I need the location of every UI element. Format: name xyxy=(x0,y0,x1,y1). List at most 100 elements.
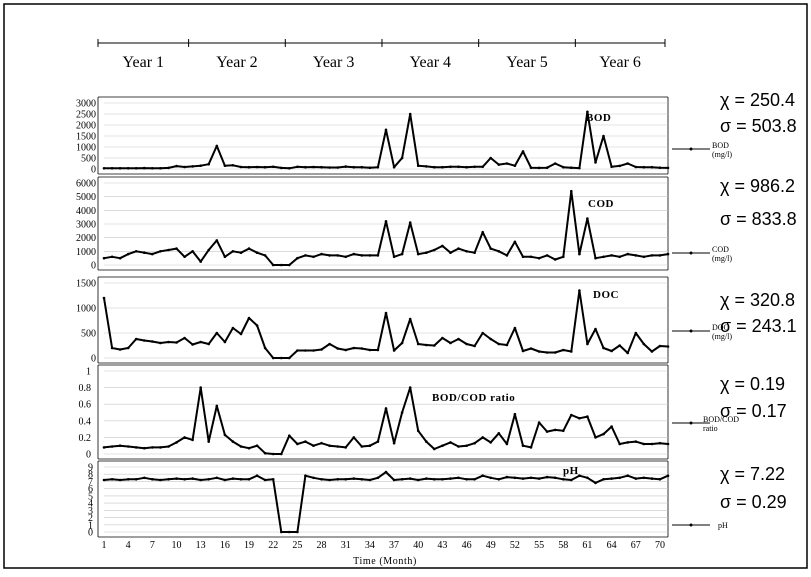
ratio-data-point xyxy=(505,442,509,446)
y-tick-label: 1000 xyxy=(76,247,96,258)
doc-data-point xyxy=(134,337,138,341)
cod-data-point xyxy=(110,255,114,259)
doc-data-point xyxy=(602,346,605,350)
y-tick-label: 0 xyxy=(88,528,93,539)
x-tick-label: 40 xyxy=(413,540,423,551)
cod-data-point xyxy=(159,250,162,253)
ratio-data-point xyxy=(521,444,525,448)
doc-data-point xyxy=(376,348,380,352)
ratio-data-point xyxy=(666,442,670,446)
cod-data-point xyxy=(416,252,420,256)
ratio-data-point xyxy=(280,452,283,456)
ratio-data-point xyxy=(416,429,420,433)
ph-data-point xyxy=(328,478,331,482)
cod-data-point xyxy=(384,220,388,223)
ph-data-point xyxy=(473,478,476,481)
doc-data-point xyxy=(489,337,493,341)
x-axis-title: Time (Month) xyxy=(353,556,417,567)
bod-data-point xyxy=(207,162,210,166)
ph-data-point xyxy=(537,477,541,480)
ph-data-point xyxy=(336,478,340,481)
x-axis: 1 4 7 10 13 16 19 22 25 28 31 34 37 40 43 46 49 52 55 58 61 6… xyxy=(102,540,665,567)
doc-data-point xyxy=(562,348,565,352)
doc-data-point xyxy=(215,331,219,335)
x-tick-label: 1 xyxy=(102,540,107,551)
cod-data-point xyxy=(320,252,323,256)
ph-data-point xyxy=(529,476,533,480)
doc-data-point xyxy=(247,316,251,320)
cod-data-point xyxy=(400,252,404,256)
bod-data-point xyxy=(433,165,436,169)
bod-data-point xyxy=(408,112,412,116)
ratio-data-point xyxy=(231,440,235,443)
x-tick-label: 34 xyxy=(365,540,375,551)
cod-data-point xyxy=(626,252,629,256)
ph-data-point xyxy=(352,477,356,480)
y-tick-label: 5 xyxy=(88,491,93,502)
bod-legend-label: BOD xyxy=(712,141,729,150)
cod-data-point xyxy=(529,255,533,259)
cod-data-point xyxy=(408,221,412,224)
ph-data-point xyxy=(553,476,557,480)
y-tick-label: 0 xyxy=(91,165,96,176)
ph-data-point xyxy=(368,478,372,482)
ph-data-point xyxy=(223,478,227,482)
ph-data-point xyxy=(102,478,106,482)
doc-data-point xyxy=(183,336,186,340)
doc-data-point xyxy=(255,324,259,327)
cod-data-point xyxy=(513,240,517,244)
bod-data-point xyxy=(537,166,541,170)
doc-data-point xyxy=(352,346,356,350)
y-tick-label: 0.6 xyxy=(79,400,92,411)
ph-data-point xyxy=(304,474,307,478)
bod-data-point xyxy=(143,166,146,170)
doc-data-point xyxy=(102,296,106,300)
ph-data-point xyxy=(392,478,396,482)
ph-data-point xyxy=(570,478,573,482)
x-tick-label: 46 xyxy=(462,540,472,551)
ph-data-point xyxy=(586,476,589,480)
ph-data-point xyxy=(626,474,629,478)
ratio-data-point xyxy=(159,446,162,449)
cod-data-point xyxy=(481,230,485,234)
cod-data-point xyxy=(505,254,509,257)
ratio-data-point xyxy=(304,440,307,443)
y-tick-label: 1 xyxy=(88,520,93,531)
ratio-data-point xyxy=(151,446,154,449)
bod-data-point xyxy=(481,165,485,169)
ratio-data-point xyxy=(199,386,202,389)
y-tick-label: 5000 xyxy=(76,192,96,203)
ratio-data-point xyxy=(344,446,348,449)
ratio-data-point xyxy=(215,404,219,408)
ph-data-point xyxy=(360,478,364,481)
ratio-data-point xyxy=(650,442,654,446)
ph-data-point xyxy=(650,477,654,480)
doc-data-point xyxy=(529,347,533,350)
ph-sd: σ = 0.29 xyxy=(720,492,787,512)
y-tick-label: 2500 xyxy=(76,110,96,121)
bod-data-point xyxy=(521,150,525,153)
ratio-data-point xyxy=(562,429,565,433)
ratio-data-point xyxy=(570,413,573,417)
doc-data-point xyxy=(296,349,299,352)
bod-data-point xyxy=(505,162,509,165)
doc-data-point xyxy=(473,344,476,348)
cod-data-point xyxy=(537,256,541,260)
cod-data-point xyxy=(634,254,638,257)
ph-data-point xyxy=(521,477,525,480)
bod-data-point xyxy=(360,165,364,169)
bod-data-point xyxy=(618,164,621,168)
bod-data-point xyxy=(231,164,235,167)
cod-data-point xyxy=(215,239,219,242)
bod-data-point xyxy=(626,162,629,165)
ph-data-point xyxy=(159,478,162,482)
cod-data-point xyxy=(247,247,251,250)
ratio-inline-label: BOD/COD ratio xyxy=(432,392,515,404)
ratio-data-point xyxy=(602,432,605,436)
ph-data-point xyxy=(288,530,291,534)
bod-sd: σ = 503.8 xyxy=(720,116,797,136)
cod-mean: χ = 986.2 xyxy=(720,176,795,196)
y-tick-label: 500 xyxy=(81,329,96,340)
